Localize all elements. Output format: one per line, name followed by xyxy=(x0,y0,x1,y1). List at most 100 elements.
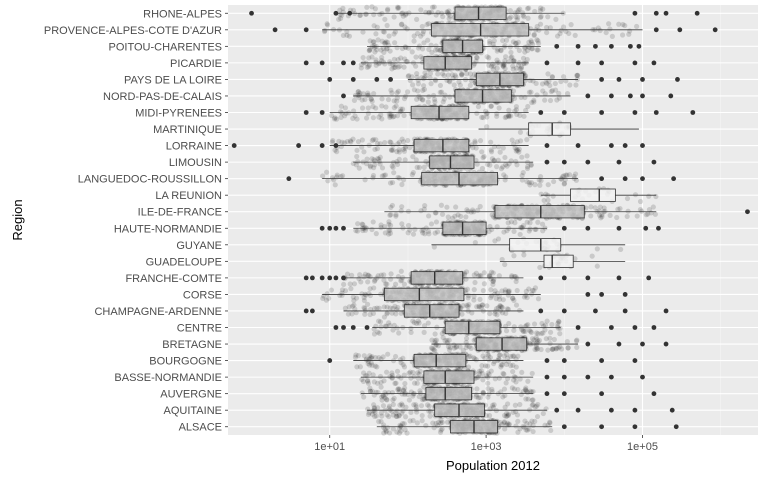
data-point xyxy=(350,7,357,13)
data-point xyxy=(410,231,417,237)
data-point xyxy=(573,82,579,88)
data-point xyxy=(370,39,376,45)
data-point xyxy=(463,269,470,275)
data-point xyxy=(489,212,495,218)
data-point xyxy=(513,65,520,71)
data-point xyxy=(449,72,455,78)
data-point xyxy=(353,228,359,234)
data-point xyxy=(632,192,639,198)
data-point xyxy=(339,139,345,145)
data-point xyxy=(524,47,531,54)
data-point xyxy=(595,25,601,31)
data-point xyxy=(370,103,376,110)
data-point xyxy=(405,73,411,80)
data-point xyxy=(524,137,530,143)
data-point xyxy=(402,145,408,151)
data-point xyxy=(407,144,413,151)
data-point xyxy=(550,193,556,199)
data-point xyxy=(555,325,561,331)
data-point xyxy=(646,207,653,213)
data-point xyxy=(370,172,377,179)
data-point xyxy=(359,97,365,103)
data-point xyxy=(431,96,438,102)
data-point xyxy=(484,124,490,130)
data-point xyxy=(376,61,382,67)
data-point xyxy=(389,147,395,154)
data-point xyxy=(471,287,477,293)
data-point xyxy=(397,109,403,115)
data-point xyxy=(414,30,421,37)
data-point xyxy=(372,162,378,168)
data-point xyxy=(588,204,594,210)
data-point xyxy=(360,227,366,234)
data-point xyxy=(423,73,429,79)
data-point xyxy=(532,226,538,232)
data-point xyxy=(499,256,505,263)
data-point xyxy=(320,173,326,179)
data-point xyxy=(603,29,609,36)
data-point xyxy=(356,92,362,99)
data-point xyxy=(402,12,409,18)
data-point xyxy=(544,29,550,36)
data-point xyxy=(332,147,338,153)
data-point xyxy=(574,72,581,78)
data-point xyxy=(410,154,416,160)
data-point xyxy=(380,354,386,360)
data-point xyxy=(525,103,531,110)
data-point xyxy=(474,54,480,60)
data-point xyxy=(414,74,420,80)
data-point xyxy=(556,90,562,97)
data-point xyxy=(344,28,350,35)
data-point xyxy=(420,31,426,37)
data-point xyxy=(365,279,371,285)
data-point xyxy=(392,64,398,70)
data-point xyxy=(355,159,361,165)
data-point xyxy=(546,78,552,84)
data-point xyxy=(388,147,395,153)
data-point xyxy=(526,228,532,234)
data-point xyxy=(616,21,622,27)
data-point xyxy=(353,162,359,168)
data-point xyxy=(347,281,353,287)
data-point xyxy=(445,11,452,17)
data-point xyxy=(372,49,378,55)
data-point xyxy=(497,303,503,309)
data-point xyxy=(343,110,349,117)
data-point xyxy=(597,27,603,34)
data-point xyxy=(441,96,447,102)
data-point xyxy=(384,39,391,45)
data-point xyxy=(339,173,346,179)
data-point xyxy=(561,173,567,179)
data-point xyxy=(366,62,373,68)
data-point xyxy=(554,33,561,39)
minor-gridlines xyxy=(407,5,721,435)
data-point xyxy=(401,112,407,119)
data-point xyxy=(627,28,633,34)
data-point xyxy=(467,82,473,88)
data-point xyxy=(514,111,520,118)
data-point xyxy=(395,274,402,280)
data-point xyxy=(528,89,534,95)
data-point xyxy=(390,114,396,120)
data-point xyxy=(624,195,631,202)
data-point xyxy=(378,324,384,330)
data-point xyxy=(490,270,496,276)
data-point xyxy=(526,179,532,186)
data-point xyxy=(422,70,428,76)
data-point xyxy=(531,99,537,105)
data-point xyxy=(487,310,493,317)
data-point xyxy=(487,40,493,47)
data-point xyxy=(362,96,368,103)
data-point xyxy=(539,221,546,227)
data-point xyxy=(328,287,334,293)
data-point xyxy=(389,310,395,316)
data-point xyxy=(484,110,490,116)
data-point xyxy=(395,5,401,12)
data-point xyxy=(342,113,348,119)
data-point xyxy=(432,331,438,337)
data-point xyxy=(535,296,542,302)
data-point xyxy=(325,22,331,28)
data-point xyxy=(536,177,542,183)
data-point xyxy=(557,331,563,337)
data-point xyxy=(513,364,519,370)
